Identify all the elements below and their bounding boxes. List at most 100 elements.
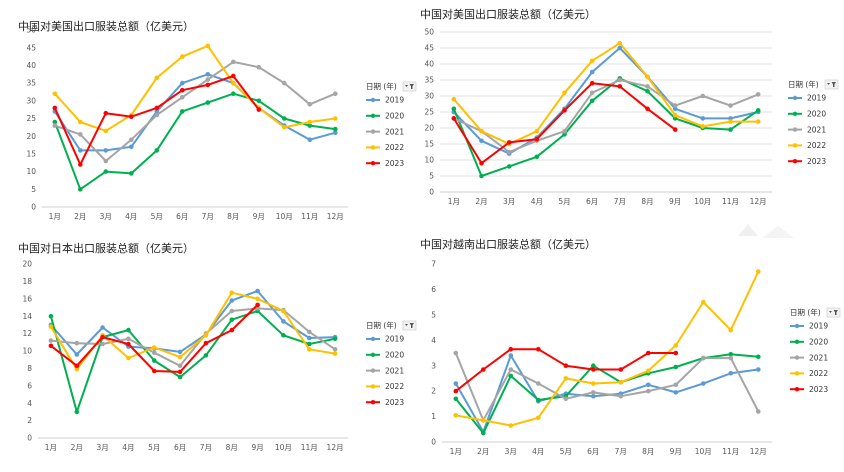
legend-swatch-marker-2021: [370, 368, 376, 373]
y-tick-label: 5: [431, 310, 436, 319]
legend-swatch-marker-2022: [792, 143, 798, 148]
data-point-2022: [479, 128, 484, 134]
data-point-2022: [48, 324, 54, 329]
y-tick-label: 45: [424, 44, 434, 53]
x-tick-label: 1月: [45, 443, 57, 452]
y-tick-label: 16: [22, 294, 32, 303]
legend-label-2019: 2019: [809, 322, 828, 331]
data-point-2021: [78, 132, 83, 137]
y-tick-label: 0: [431, 438, 436, 447]
data-point-2019: [756, 367, 761, 372]
filter-icon-box: [402, 320, 417, 331]
data-point-2020: [180, 109, 185, 114]
x-tick-label: 8月: [641, 197, 653, 206]
data-point-2021: [506, 149, 512, 155]
data-point-2023: [534, 136, 540, 142]
data-point-2023: [255, 302, 260, 308]
data-point-2021: [332, 347, 338, 352]
x-tick-label: 9月: [251, 443, 263, 452]
x-tick-label: 12月: [327, 212, 344, 221]
data-point-2019: [591, 393, 596, 399]
y-tick-label: 10: [424, 156, 434, 165]
data-point-2021: [177, 363, 183, 369]
x-tick-label: 11月: [722, 447, 739, 456]
y-tick-label: 35: [26, 79, 36, 88]
data-point-2020: [103, 169, 109, 174]
data-point-2020: [333, 126, 338, 132]
data-point-2019: [646, 382, 651, 388]
data-point-2020: [451, 106, 457, 112]
dropdown-arrow-icon: [827, 83, 830, 85]
data-point-2022: [126, 355, 131, 361]
data-point-2022: [672, 112, 678, 118]
data-point-2021: [52, 123, 58, 128]
data-point-2022: [255, 296, 260, 302]
data-point-2020: [479, 173, 484, 179]
data-point-2020: [672, 116, 678, 121]
legend-label-2021: 2021: [807, 125, 826, 134]
legend-label-2020: 2020: [807, 110, 826, 119]
data-point-2019: [589, 69, 595, 75]
x-tick-label: 4月: [122, 443, 134, 452]
legend-swatch-marker-2020: [370, 113, 376, 119]
series-line-2021: [454, 352, 760, 422]
data-point-2019: [129, 144, 134, 150]
data-point-2022: [282, 125, 287, 130]
data-point-2020: [756, 354, 761, 360]
y-tick-label: 50: [26, 26, 36, 35]
legend-label-2022: 2022: [385, 382, 404, 391]
data-point-2022: [180, 54, 185, 59]
y-tick-label: 2: [27, 416, 32, 425]
legend-label-2022: 2022: [809, 369, 828, 378]
y-tick-label: 25: [424, 108, 434, 117]
dropdown-arrow-icon: [405, 324, 408, 326]
x-tick-label: 3月: [96, 443, 108, 452]
legend-swatch-marker-2021: [792, 127, 798, 132]
legend-swatch-marker-2019: [794, 323, 800, 329]
data-point-2022: [728, 327, 734, 333]
data-point-2022: [536, 415, 541, 421]
data-point-2021: [333, 91, 338, 96]
x-tick-label: 1月: [448, 197, 460, 206]
chart-panel-japan: 中国对日本出口服装总额（亿美元） 0 2 4 6 8 10 12 14 16 18 20 1月 2月 3月 4…: [0, 236, 420, 472]
data-point-2019: [78, 148, 83, 153]
data-point-2023: [617, 84, 623, 89]
data-point-2020: [126, 327, 131, 333]
data-point-2021: [562, 128, 567, 134]
data-point-2019: [180, 80, 185, 86]
data-point-2020: [673, 364, 679, 370]
filter-dropdown-icon: [826, 307, 841, 318]
data-point-2021: [646, 388, 651, 394]
legend-label-2020: 2020: [385, 112, 404, 121]
data-point-2020: [205, 100, 211, 105]
data-point-2022: [563, 376, 569, 381]
y-tick-label: 5: [31, 185, 36, 194]
data-point-2022: [756, 269, 761, 274]
y-tick-label: 35: [424, 76, 434, 85]
data-point-2020: [562, 132, 567, 137]
data-point-2021: [229, 308, 235, 314]
data-point-2019: [100, 325, 105, 330]
data-point-2020: [307, 341, 312, 347]
data-point-2021: [589, 90, 595, 96]
series-line-2021: [453, 79, 759, 153]
data-point-2021: [154, 112, 160, 118]
data-point-2022: [152, 345, 157, 350]
data-point-2023: [74, 363, 80, 369]
data-point-2020: [78, 187, 83, 192]
y-tick-label: 25: [26, 114, 36, 123]
x-tick-label: 5月: [558, 197, 570, 206]
data-point-2023: [453, 388, 459, 394]
data-point-2022: [451, 96, 457, 102]
x-tick-label: 11月: [301, 212, 318, 221]
data-point-2022: [562, 90, 567, 96]
x-tick-label: 8月: [642, 447, 654, 456]
data-point-2021: [617, 77, 623, 83]
data-point-2019: [281, 319, 286, 324]
data-point-2022: [645, 74, 650, 80]
data-point-2023: [177, 369, 183, 375]
legend-swatch-marker-2019: [792, 95, 798, 101]
data-point-2023: [506, 140, 512, 145]
data-point-2019: [307, 137, 313, 142]
